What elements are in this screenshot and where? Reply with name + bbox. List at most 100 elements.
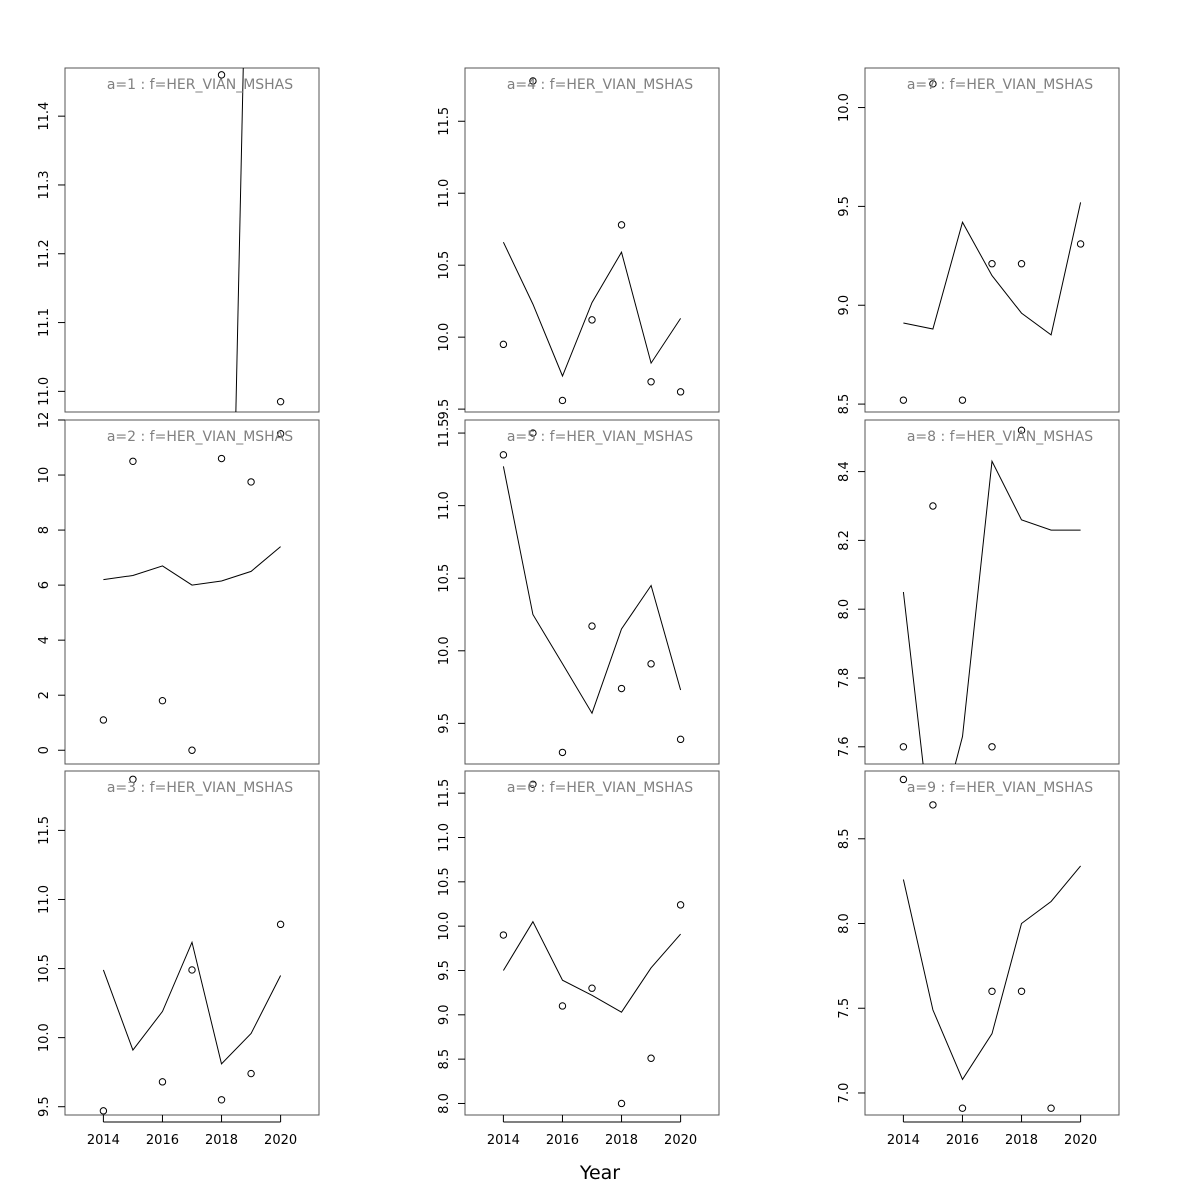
observed-point: [958, 1104, 967, 1112]
observed-point: [499, 931, 508, 939]
panel-3: 9.5 10.0 10.5 11.0 11.5 2014 2016 2018 2020 a=3 :…: [37, 770, 320, 1148]
y-tick-label: 10.0: [37, 1023, 52, 1052]
observed-point: [129, 457, 137, 465]
observed-point: [247, 478, 255, 486]
observed-point: [899, 396, 908, 404]
observed-point: [158, 697, 167, 705]
panel-frame: [64, 770, 320, 1116]
panel-data: [499, 780, 685, 1108]
y-tick-label: 6: [37, 581, 52, 589]
observed-point: [958, 396, 967, 404]
panel-title: a=3 : f=HER_VIAN_MSHAS: [107, 780, 293, 796]
panel-data: [217, 68, 285, 412]
observed-point: [1017, 260, 1026, 268]
panel-title: a=1 : f=HER_VIAN_MSHAS: [107, 77, 293, 93]
y-tick-label: 11.3: [37, 170, 52, 199]
y-tick-label: 10.0: [437, 912, 452, 941]
y-tick-label: 10.5: [437, 564, 452, 593]
panel-title: a=7 : f=HER_VIAN_MSHAS: [907, 77, 1093, 93]
observed-point: [99, 1107, 108, 1115]
observed-point: [647, 1054, 655, 1062]
y-tick-label: 7.8: [837, 668, 852, 689]
y-tick-label: 10.0: [437, 636, 452, 665]
observed-point: [676, 901, 685, 909]
observed-point: [899, 775, 908, 784]
panel-data: [499, 77, 685, 405]
y-tick-label: 8: [37, 526, 52, 534]
x-tick-label: 2018: [1005, 1133, 1038, 1148]
panel-9: 7.0 7.5 8.0 8.5 2014 2016 2018 2020 a=9 : f=HER_…: [837, 770, 1120, 1148]
panel-data: [99, 430, 285, 754]
y-tick-label: 10.0: [837, 93, 852, 122]
panel-frame: [464, 419, 720, 765]
y-tick-label: 8.5: [437, 1049, 452, 1070]
fitted-line: [903, 202, 1082, 336]
y-tick-label: 7.0: [837, 1083, 852, 1104]
y-tick-label: 10.0: [437, 323, 452, 352]
observed-point: [529, 780, 537, 788]
observed-point: [276, 397, 285, 406]
fitted-line: [102, 940, 282, 1065]
fitted-line: [235, 68, 244, 412]
observed-point: [676, 735, 685, 744]
observed-point: [588, 984, 596, 992]
y-tick-label: 12: [37, 412, 52, 429]
panel-frame: [64, 419, 320, 765]
observed-point: [499, 340, 508, 349]
y-tick-label: 9.5: [437, 713, 452, 734]
observed-point: [558, 396, 567, 405]
y-tick-label: 11.0: [37, 377, 52, 406]
fitted-line: [502, 920, 681, 1013]
panel-title: a=9 : f=HER_VIAN_MSHAS: [907, 780, 1093, 796]
y-tick-label: 9.0: [837, 295, 852, 316]
fitted-line: [502, 466, 682, 715]
observed-point: [647, 378, 655, 386]
observed-point: [929, 502, 937, 510]
panel-title: a=8 : f=HER_VIAN_MSHAS: [907, 429, 1093, 445]
x-tick-label: 2014: [487, 1133, 520, 1148]
observed-point: [529, 77, 537, 85]
observed-point: [129, 775, 137, 783]
observed-point: [617, 221, 626, 229]
panel-5: 9.5 10.0 10.5 11.0 11.5 a=5 : f=HER_VIAN_MSHA…: [437, 419, 720, 765]
observed-point: [988, 260, 996, 268]
panel-4: 9.5 10.0 10.5 11.0 11.5 a=4 : f=HER_VIAN_MSHA…: [437, 67, 720, 420]
y-tick-label: 11.1: [37, 308, 52, 337]
panel-data: [499, 429, 685, 757]
fitted-line: [103, 546, 281, 586]
observed-point: [988, 987, 996, 995]
observed-point: [588, 622, 596, 630]
observed-point: [1017, 426, 1026, 435]
observed-point: [1047, 1104, 1055, 1112]
observed-point: [158, 1078, 167, 1086]
observed-point: [558, 748, 567, 757]
panel-7: 8.5 9.0 9.5 10.0 a=7 : f=HER_VIAN_MSHAS: [837, 67, 1120, 414]
y-tick-label: 8.4: [837, 461, 852, 482]
y-tick-label: 8.2: [837, 530, 852, 551]
y-tick-label: 10: [37, 467, 52, 484]
y-tick-label: 11.2: [37, 239, 52, 268]
y-tick-label: 8.0: [837, 599, 852, 620]
observed-point: [499, 451, 508, 459]
y-tick-label: 11.5: [437, 107, 452, 136]
y-tick-label: 7.5: [837, 998, 852, 1019]
observed-point: [617, 1099, 626, 1108]
panel-frame: [864, 419, 1120, 765]
panel-frame: [864, 770, 1120, 1116]
panel-frame: [464, 67, 720, 413]
y-tick-label: 10.5: [437, 251, 452, 280]
panel-title: a=2 : f=HER_VIAN_MSHAS: [107, 429, 293, 445]
fitted-line: [502, 241, 682, 378]
y-tick-label: 9.5: [437, 399, 452, 420]
observed-point: [588, 316, 596, 324]
x-tick-label: 2020: [664, 1133, 697, 1148]
panel-data: [899, 80, 1085, 404]
y-tick-label: 10.5: [437, 867, 452, 896]
observed-point: [929, 801, 937, 809]
y-tick-label: 9.0: [437, 1004, 452, 1025]
y-tick-label: 0: [37, 746, 52, 754]
x-tick-label: 2018: [205, 1133, 238, 1148]
y-tick-label: 11.0: [37, 885, 52, 914]
